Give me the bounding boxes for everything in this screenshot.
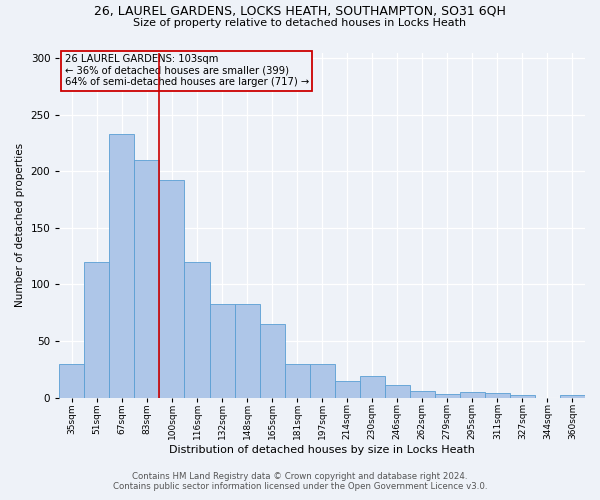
Bar (560, 396, 585, 398)
Bar (385, 385, 410, 398)
Text: Contains HM Land Registry data © Crown copyright and database right 2024.
Contai: Contains HM Land Registry data © Crown c… (113, 472, 487, 491)
Bar (134, 160, 160, 398)
Text: 26 LAUREL GARDENS: 103sqm
← 36% of detached houses are smaller (399)
64% of semi: 26 LAUREL GARDENS: 103sqm ← 36% of detac… (65, 54, 309, 88)
Bar (410, 390, 435, 398)
Bar (310, 364, 335, 398)
Text: 26, LAUREL GARDENS, LOCKS HEATH, SOUTHAMPTON, SO31 6QH: 26, LAUREL GARDENS, LOCKS HEATH, SOUTHAM… (94, 5, 506, 18)
Bar (510, 396, 535, 398)
Bar (235, 304, 260, 398)
X-axis label: Distribution of detached houses by size in Locks Heath: Distribution of detached houses by size … (169, 445, 475, 455)
Bar (485, 393, 510, 398)
Bar (435, 394, 460, 398)
Bar (360, 376, 385, 398)
Bar (209, 304, 235, 398)
Text: Size of property relative to detached houses in Locks Heath: Size of property relative to detached ho… (133, 18, 467, 28)
Bar (284, 364, 310, 398)
Bar (85, 262, 109, 398)
Bar (160, 180, 184, 398)
Bar (460, 392, 485, 398)
Bar (109, 134, 134, 398)
Y-axis label: Number of detached properties: Number of detached properties (15, 143, 25, 307)
Bar (260, 324, 284, 398)
Bar (335, 380, 360, 398)
Bar (59, 364, 85, 398)
Bar (184, 262, 209, 398)
